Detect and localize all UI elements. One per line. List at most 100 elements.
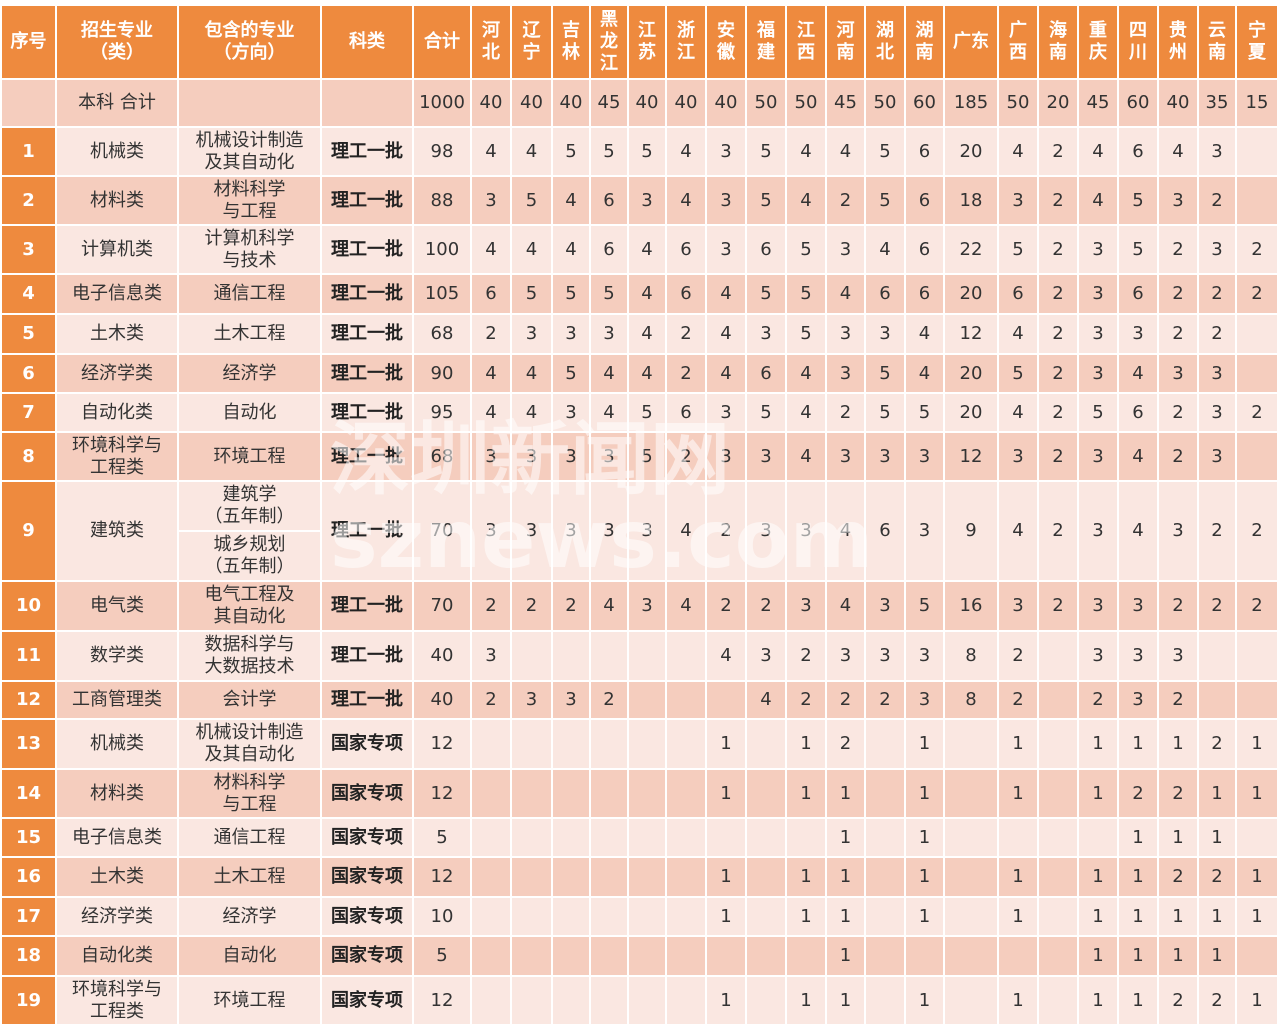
province-cell bbox=[1039, 977, 1077, 1024]
column-header: 湖 北 bbox=[866, 6, 904, 78]
province-cell: 3 bbox=[707, 226, 745, 273]
province-cell: 3 bbox=[1119, 682, 1157, 718]
province-cell: 3 bbox=[827, 433, 864, 480]
province-cell: 4 bbox=[787, 177, 825, 224]
subject-type: 理工一批 bbox=[322, 582, 412, 630]
province-cell: 2 bbox=[1159, 858, 1197, 896]
province-cell: 6 bbox=[1119, 394, 1157, 431]
row-total: 12 bbox=[414, 770, 470, 817]
column-header: 合计 bbox=[414, 6, 470, 78]
province-cell bbox=[591, 720, 627, 768]
province-cell: 2 bbox=[787, 682, 825, 718]
total-label: 本科 合计 bbox=[57, 80, 177, 126]
province-cell bbox=[591, 898, 627, 935]
major-direction: 通信工程 bbox=[179, 819, 320, 856]
subject-type: 理工一批 bbox=[322, 128, 412, 175]
province-cell bbox=[512, 819, 551, 856]
province-cell: 3 bbox=[553, 433, 589, 480]
subject-type: 理工一批 bbox=[322, 433, 412, 480]
province-cell: 4 bbox=[667, 482, 705, 580]
major-category: 电气类 bbox=[57, 582, 177, 630]
province-cell: 1 bbox=[1079, 898, 1117, 935]
province-cell: 2 bbox=[707, 582, 745, 630]
province-cell: 40 bbox=[472, 80, 510, 126]
province-cell bbox=[945, 720, 997, 768]
province-cell bbox=[1199, 682, 1235, 718]
province-cell: 4 bbox=[827, 128, 864, 175]
province-cell bbox=[629, 632, 665, 680]
province-cell: 4 bbox=[512, 355, 551, 392]
province-cell: 5 bbox=[999, 355, 1037, 392]
province-cell: 1 bbox=[1199, 898, 1235, 935]
province-cell bbox=[512, 977, 551, 1024]
province-cell: 3 bbox=[472, 177, 510, 224]
province-cell: 5 bbox=[866, 355, 904, 392]
province-cell bbox=[629, 720, 665, 768]
row-total: 5 bbox=[414, 937, 470, 975]
province-cell: 3 bbox=[906, 433, 943, 480]
major-direction: 土木工程 bbox=[179, 858, 320, 896]
column-header: 江 苏 bbox=[629, 6, 665, 78]
province-cell: 2 bbox=[1039, 394, 1077, 431]
province-cell: 5 bbox=[553, 275, 589, 313]
column-header: 宁 夏 bbox=[1237, 6, 1277, 78]
province-cell: 1 bbox=[1199, 819, 1235, 856]
province-cell: 1 bbox=[1119, 977, 1157, 1024]
table-row: 16 土木类 土木工程 国家专项 12 1 1 1 1 1 1 1 2 2 1 bbox=[2, 858, 1277, 896]
province-cell: 1 bbox=[827, 858, 864, 896]
province-cell bbox=[1039, 720, 1077, 768]
province-cell bbox=[512, 937, 551, 975]
major-direction: 数据科学与 大数据技术 bbox=[179, 632, 320, 680]
province-cell: 2 bbox=[667, 315, 705, 353]
province-cell bbox=[553, 937, 589, 975]
province-cell: 6 bbox=[747, 226, 785, 273]
province-cell: 2 bbox=[1039, 315, 1077, 353]
province-cell: 5 bbox=[1119, 226, 1157, 273]
province-cell bbox=[667, 937, 705, 975]
province-cell: 6 bbox=[1119, 128, 1157, 175]
province-cell bbox=[629, 858, 665, 896]
province-cell: 2 bbox=[1237, 275, 1277, 313]
province-cell: 2 bbox=[667, 433, 705, 480]
province-cell: 5 bbox=[553, 128, 589, 175]
province-cell: 6 bbox=[999, 275, 1037, 313]
major-direction: 城乡规划 （五年制） bbox=[179, 532, 320, 580]
province-cell: 3 bbox=[827, 355, 864, 392]
province-cell: 2 bbox=[1039, 355, 1077, 392]
column-header: 辽 宁 bbox=[512, 6, 551, 78]
province-cell bbox=[553, 977, 589, 1024]
province-cell: 1 bbox=[906, 977, 943, 1024]
province-cell bbox=[945, 898, 997, 935]
major-direction: 自动化 bbox=[179, 394, 320, 431]
row-number: 7 bbox=[2, 394, 55, 431]
province-cell: 4 bbox=[787, 128, 825, 175]
province-cell: 4 bbox=[906, 315, 943, 353]
row-total: 40 bbox=[414, 632, 470, 680]
province-cell: 20 bbox=[945, 394, 997, 431]
major-direction: 自动化 bbox=[179, 937, 320, 975]
province-cell: 4 bbox=[999, 315, 1037, 353]
province-cell: 4 bbox=[827, 275, 864, 313]
column-header: 序号 bbox=[2, 6, 55, 78]
province-cell: 2 bbox=[827, 394, 864, 431]
province-cell bbox=[629, 819, 665, 856]
province-cell: 3 bbox=[1079, 275, 1117, 313]
province-cell: 2 bbox=[1159, 977, 1197, 1024]
province-cell bbox=[667, 858, 705, 896]
province-cell: 3 bbox=[1079, 433, 1117, 480]
province-cell: 8 bbox=[945, 682, 997, 718]
province-cell: 3 bbox=[512, 433, 551, 480]
column-header: 浙 江 bbox=[667, 6, 705, 78]
province-cell bbox=[629, 977, 665, 1024]
province-cell: 5 bbox=[866, 177, 904, 224]
major-category: 电子信息类 bbox=[57, 819, 177, 856]
province-cell bbox=[472, 770, 510, 817]
province-cell bbox=[629, 682, 665, 718]
province-cell bbox=[667, 632, 705, 680]
province-cell: 1 bbox=[1159, 720, 1197, 768]
province-cell: 1 bbox=[707, 770, 745, 817]
province-cell bbox=[747, 770, 785, 817]
major-direction: 材料科学 与工程 bbox=[179, 770, 320, 817]
subject-type: 理工一批 bbox=[322, 632, 412, 680]
province-cell bbox=[999, 937, 1037, 975]
